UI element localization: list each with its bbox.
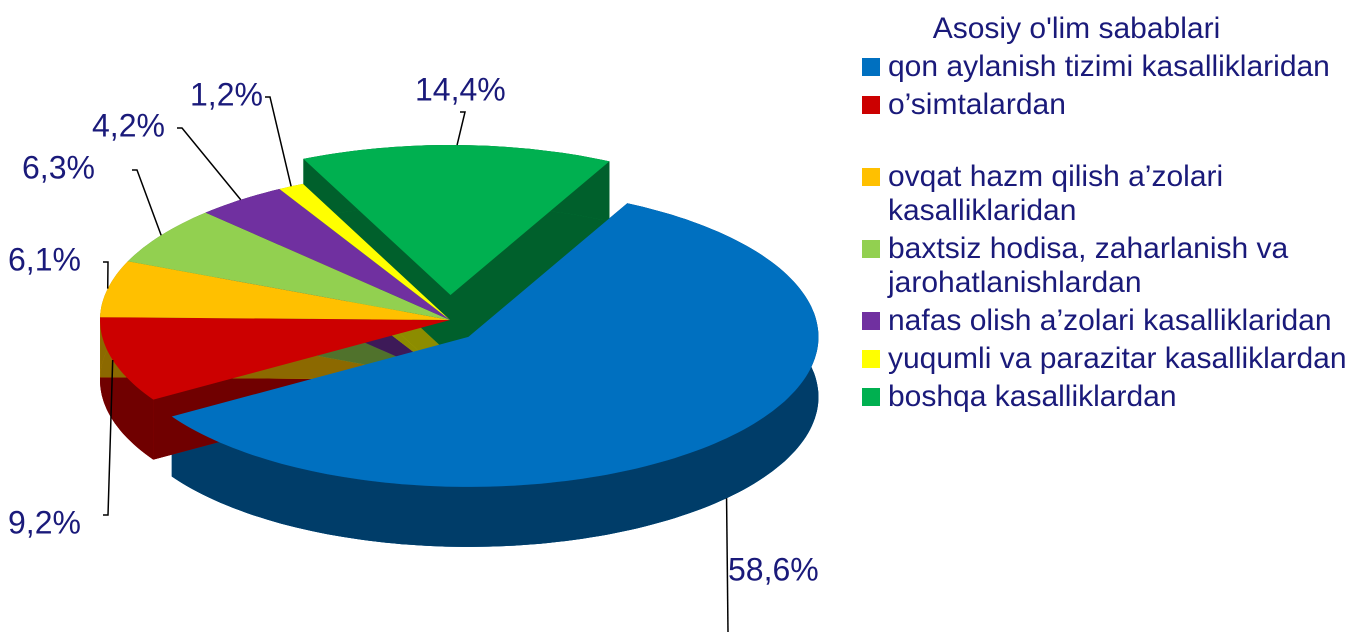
value-label: 6,3% xyxy=(22,149,95,185)
legend-item: baxtsiz hodisa, zaharlanish va jarohatla… xyxy=(862,232,1351,300)
legend-label: o’simtalardan xyxy=(888,88,1066,121)
legend-label: nafas olish a’zolari kasalliklaridan xyxy=(888,304,1332,337)
legend-item: ovqat hazm qilish a’zolari kasalliklarid… xyxy=(862,160,1351,228)
legend-item: qon aylanish tizimi kasalliklaridan xyxy=(862,50,1351,84)
value-label: 58,6% xyxy=(728,551,819,587)
leader-line xyxy=(456,111,466,146)
legend-title: Asosiy o'lim sabablari xyxy=(932,12,1221,45)
slice xyxy=(303,145,610,295)
leader-line xyxy=(265,96,292,187)
slice-side xyxy=(100,317,154,460)
legend-swatch xyxy=(862,388,880,406)
slice-shade xyxy=(100,317,154,460)
legend-item: boshqa kasalliklardan xyxy=(862,380,1351,414)
value-label: 9,2% xyxy=(8,504,81,540)
leader-line xyxy=(177,127,242,201)
legend-item: nafas olish a’zolari kasalliklaridan xyxy=(862,304,1351,338)
legend-label: yuqumli va parazitar kasalliklardan xyxy=(888,342,1347,375)
slice xyxy=(205,189,450,320)
legend-label: ovqat hazm qilish a’zolari kasalliklarid… xyxy=(888,160,1224,227)
legend-swatch xyxy=(862,240,880,258)
legend-swatch xyxy=(862,96,880,114)
legend-label: baxtsiz hodisa, zaharlanish va jarohatla… xyxy=(888,232,1289,299)
slice xyxy=(127,212,451,320)
legend-label: qon aylanish tizimi kasalliklaridan xyxy=(888,50,1330,83)
leader-line xyxy=(725,498,729,633)
legend-item: o’simtalardan xyxy=(862,88,1351,122)
value-label: 14,4% xyxy=(415,71,506,107)
legend-swatch xyxy=(862,312,880,330)
legend-swatch xyxy=(862,168,880,186)
slice xyxy=(171,203,819,487)
slice xyxy=(100,261,450,320)
value-label: 4,2% xyxy=(92,107,165,143)
leader-line xyxy=(132,169,162,236)
legend-item: yuqumli va parazitar kasalliklardan xyxy=(862,342,1351,376)
leader-line xyxy=(103,360,114,516)
legend: Asosiy o'lim sabablari qon aylanish tizi… xyxy=(862,12,1351,418)
leader-line xyxy=(103,261,109,289)
legend-swatch xyxy=(862,350,880,368)
value-label: 6,1% xyxy=(8,241,81,277)
legend-swatch xyxy=(862,58,880,76)
slice xyxy=(279,183,450,320)
value-label: 1,2% xyxy=(190,76,263,112)
slice xyxy=(100,317,450,400)
legend-label: boshqa kasalliklardan xyxy=(888,380,1177,413)
chart: 58,6% 9,2% 6,1% 6,3% 4,2% 1,2% 14,4% xyxy=(8,71,819,633)
